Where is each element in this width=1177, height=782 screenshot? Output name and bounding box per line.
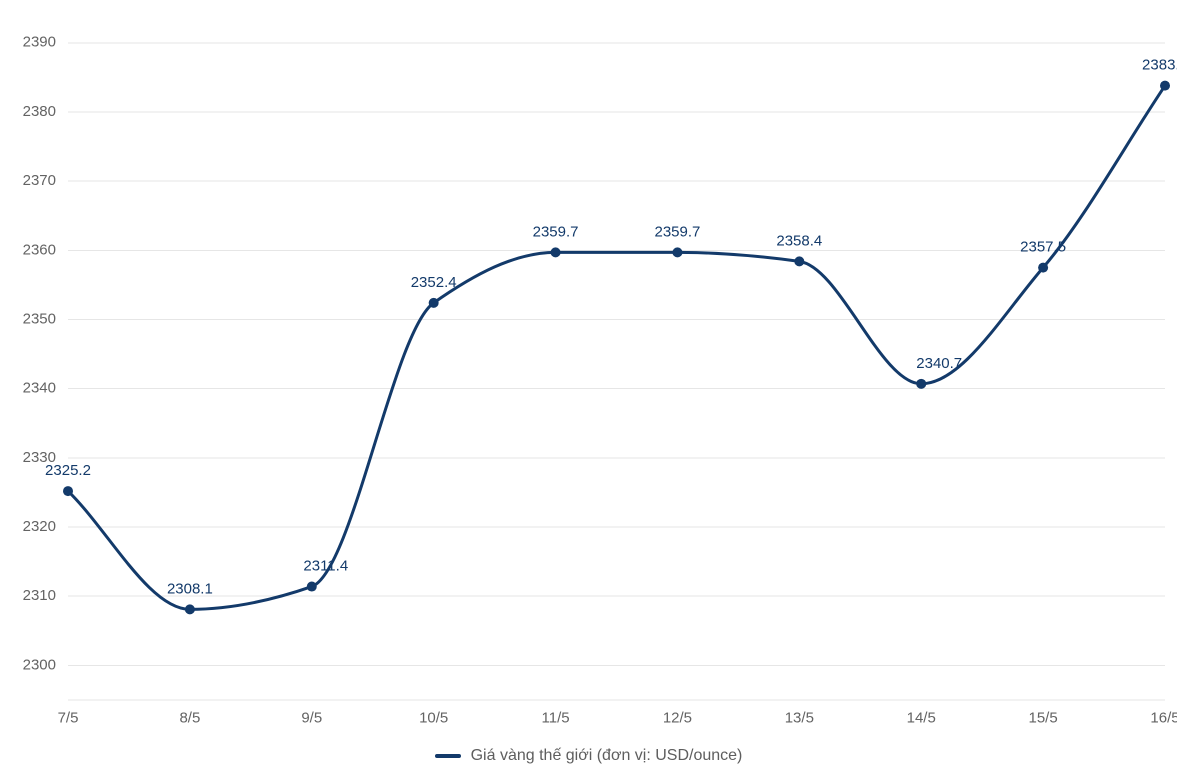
x-tick-label: 8/5	[179, 709, 200, 726]
x-tick-label: 12/5	[663, 709, 692, 726]
data-label: 2358.4	[776, 232, 822, 249]
y-tick-label: 2340	[23, 380, 56, 397]
legend-text: Giá vàng thế giới (đơn vị: USD/ounce)	[471, 747, 743, 765]
legend-swatch	[435, 754, 461, 758]
data-label: 2325.2	[45, 462, 91, 479]
x-tick-label: 7/5	[58, 709, 79, 726]
data-label: 2359.7	[533, 223, 579, 240]
y-tick-label: 2350	[23, 310, 56, 327]
data-point	[672, 247, 682, 257]
y-tick-label: 2380	[23, 103, 56, 120]
data-point	[1160, 81, 1170, 91]
data-label: 2359.7	[654, 223, 700, 240]
data-label: 2340.7	[916, 355, 962, 372]
y-tick-label: 2360	[23, 241, 56, 258]
data-point	[429, 298, 439, 308]
data-point	[185, 604, 195, 614]
data-point	[794, 256, 804, 266]
x-tick-label: 13/5	[785, 709, 814, 726]
x-tick-label: 14/5	[907, 709, 936, 726]
y-tick-label: 2300	[23, 656, 56, 673]
x-tick-label: 9/5	[301, 709, 322, 726]
data-label: 2311.4	[303, 558, 348, 575]
y-tick-label: 2320	[23, 518, 56, 535]
data-label: 2308.1	[167, 580, 213, 597]
x-tick-label: 16/5	[1150, 709, 1177, 726]
data-label: 2357.5	[1020, 239, 1066, 256]
y-tick-label: 2310	[23, 587, 56, 604]
chart-container: 2300231023202330234023502360237023802390…	[0, 0, 1177, 782]
series-line	[68, 86, 1165, 610]
data-point	[916, 379, 926, 389]
data-label: 2383.8	[1142, 57, 1177, 74]
legend: Giá vàng thế giới (đơn vị: USD/ounce)	[0, 745, 1177, 765]
line-chart-svg: 2300231023202330234023502360237023802390…	[0, 0, 1177, 782]
x-tick-label: 15/5	[1029, 709, 1058, 726]
data-point	[63, 486, 73, 496]
legend-item: Giá vàng thế giới (đơn vị: USD/ounce)	[435, 747, 743, 765]
x-tick-label: 11/5	[542, 709, 570, 726]
data-point	[1038, 263, 1048, 273]
data-point	[551, 247, 561, 257]
x-tick-label: 10/5	[419, 709, 448, 726]
y-tick-label: 2390	[23, 34, 56, 51]
y-tick-label: 2370	[23, 172, 56, 189]
data-point	[307, 582, 317, 592]
data-label: 2352.4	[411, 274, 457, 291]
